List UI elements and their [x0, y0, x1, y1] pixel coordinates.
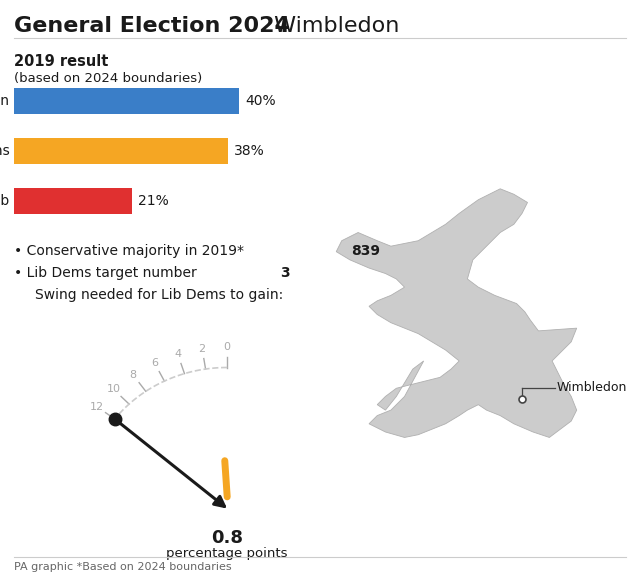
Text: 38%: 38%: [234, 145, 264, 158]
Text: Swing needed for Lib Dems to gain:: Swing needed for Lib Dems to gain:: [35, 288, 284, 302]
Text: percentage points: percentage points: [166, 547, 288, 560]
Text: (based on 2024 boundaries): (based on 2024 boundaries): [14, 72, 202, 85]
Text: 40%: 40%: [245, 95, 276, 108]
Text: 0.8: 0.8: [211, 529, 243, 547]
Polygon shape: [336, 189, 577, 437]
Text: 6: 6: [151, 358, 158, 368]
Text: 8: 8: [129, 369, 136, 379]
Text: 3: 3: [280, 266, 290, 280]
Text: 12: 12: [90, 402, 104, 412]
Text: Wimbledon: Wimbledon: [556, 381, 627, 394]
Text: Lib Dems: Lib Dems: [0, 145, 10, 158]
Bar: [14, 188, 132, 215]
Text: 0: 0: [224, 342, 230, 352]
Bar: [14, 138, 228, 165]
Bar: [14, 88, 239, 115]
Text: 21%: 21%: [138, 195, 169, 208]
Text: PA graphic *Based on 2024 boundaries: PA graphic *Based on 2024 boundaries: [14, 562, 232, 572]
Text: 2019 result: 2019 result: [14, 54, 108, 69]
Text: Wimbledon: Wimbledon: [267, 16, 399, 36]
Text: General Election 2024: General Election 2024: [14, 16, 290, 36]
Text: 2: 2: [198, 344, 205, 354]
Text: Con: Con: [0, 95, 10, 108]
Text: 10: 10: [106, 385, 120, 395]
Text: • Conservative majority in 2019*: • Conservative majority in 2019*: [14, 244, 248, 258]
Text: 4: 4: [174, 349, 181, 359]
Text: Lab: Lab: [0, 195, 10, 208]
Text: 839: 839: [351, 244, 380, 258]
Text: • Lib Dems target number: • Lib Dems target number: [14, 266, 201, 280]
